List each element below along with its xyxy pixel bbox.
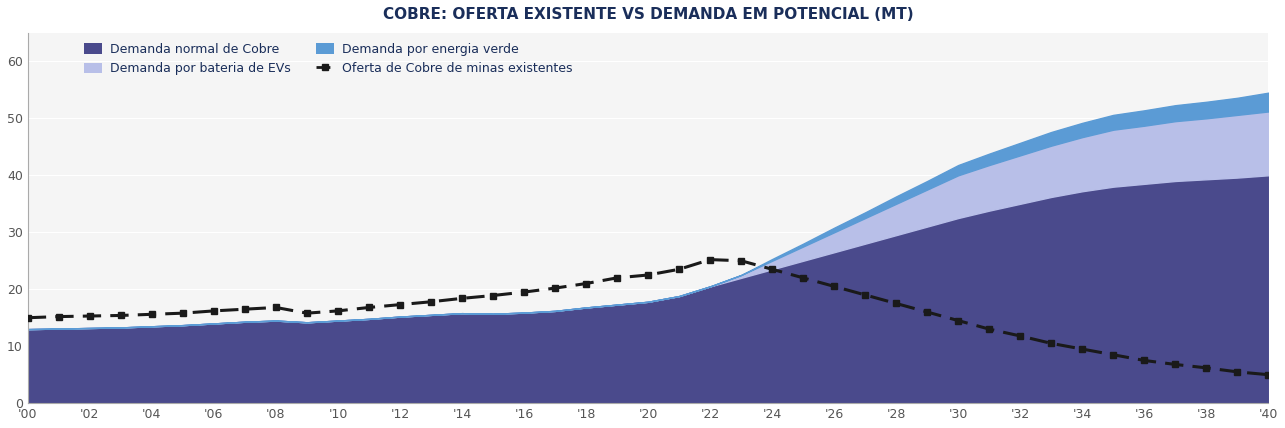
- Legend: Demanda normal de Cobre, Demanda por bateria de EVs, Demanda por energia verde, : Demanda normal de Cobre, Demanda por bat…: [84, 43, 572, 75]
- Title: COBRE: OFERTA EXISTENTE VS DEMANDA EM POTENCIAL (MT): COBRE: OFERTA EXISTENTE VS DEMANDA EM PO…: [383, 7, 914, 22]
